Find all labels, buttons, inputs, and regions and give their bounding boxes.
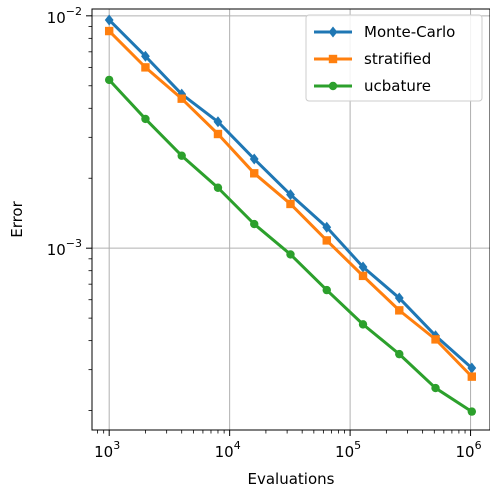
data-point — [141, 63, 150, 72]
x-tick-label: 105 — [335, 439, 361, 461]
x-tick-exponent: 3 — [113, 439, 120, 452]
legend-label: ucbature — [364, 77, 431, 95]
data-point — [177, 151, 186, 160]
x-tick-label: 104 — [215, 439, 241, 461]
series-stratified — [104, 26, 477, 381]
data-point — [250, 219, 259, 229]
data-point — [213, 116, 223, 128]
y-tick-exponent: −2 — [66, 5, 82, 18]
y-tick-label: 10−2 — [47, 5, 82, 27]
data-point — [358, 261, 368, 273]
data-point — [358, 320, 368, 329]
x-tick-label: 106 — [456, 439, 482, 461]
data-point — [104, 26, 114, 36]
legend-label: stratified — [364, 50, 431, 68]
x-tick-exponent: 5 — [354, 439, 361, 452]
x-tick-base: 10 — [456, 443, 475, 461]
data-point — [177, 94, 186, 103]
legend-item: Monte-Carlo — [314, 23, 455, 41]
data-point — [431, 335, 440, 344]
data-point — [104, 75, 114, 85]
data-point — [358, 271, 368, 281]
data-point — [431, 383, 440, 393]
legend-marker — [328, 54, 338, 64]
data-point — [213, 183, 223, 192]
x-tick-base: 10 — [215, 443, 234, 461]
series-ucbature — [104, 75, 477, 416]
series-layer — [104, 14, 477, 416]
data-point — [286, 189, 295, 201]
y-tick-exponent: −3 — [66, 237, 82, 250]
legend-box — [305, 14, 483, 102]
plot-frame — [91, 8, 490, 431]
data-point — [249, 153, 259, 165]
data-point — [467, 372, 477, 381]
data-point — [322, 285, 331, 295]
y-axis-label: Error — [8, 200, 26, 237]
legend: Monte-Carlo stratified ucbature — [305, 14, 483, 102]
x-tick-base: 10 — [335, 443, 354, 461]
series-line — [108, 78, 473, 413]
x-tick-label: 103 — [94, 439, 120, 461]
x-axis-label: Evaluations — [248, 470, 335, 488]
data-point — [104, 14, 114, 26]
x-tick-exponent: 4 — [234, 439, 241, 452]
data-point — [213, 129, 223, 139]
data-point — [286, 250, 295, 259]
data-point — [250, 169, 259, 178]
data-point — [467, 407, 477, 416]
x-tick-exponent: 6 — [475, 439, 482, 452]
legend-marker — [328, 26, 338, 38]
data-point — [395, 349, 404, 359]
legend-label: Monte-Carlo — [364, 23, 455, 41]
x-tick-base: 10 — [94, 443, 113, 461]
series-monte-carlo — [104, 14, 477, 374]
data-point — [322, 221, 332, 233]
data-point — [467, 362, 477, 374]
data-point — [141, 114, 150, 124]
data-point — [395, 306, 404, 315]
data-point — [394, 292, 404, 304]
data-point — [286, 199, 295, 209]
y-tick-base: 10 — [47, 241, 66, 259]
y-tick-label: 10−3 — [47, 237, 82, 259]
y-tick-base: 10 — [47, 9, 66, 27]
data-point — [322, 236, 331, 245]
legend-item: stratified — [314, 50, 431, 68]
legend-item: ucbature — [314, 77, 431, 95]
legend-marker — [328, 81, 338, 91]
data-point — [141, 50, 150, 62]
